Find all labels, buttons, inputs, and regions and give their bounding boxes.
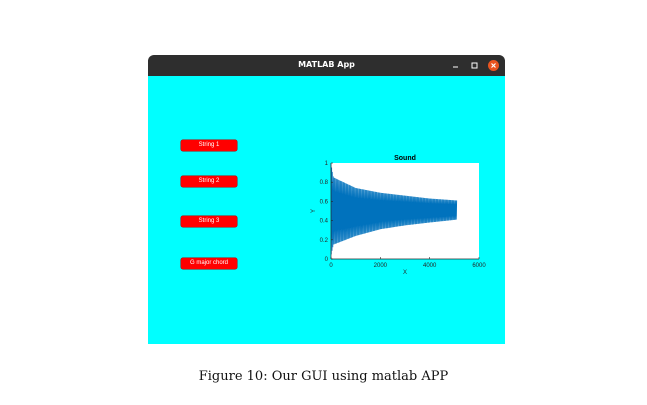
x-axis-label: X xyxy=(403,270,407,276)
figure-caption: Figure 10: Our GUI using matlab APP xyxy=(198,369,449,384)
maximize-button[interactable] xyxy=(469,60,480,71)
close-icon xyxy=(491,63,496,68)
sound-plot[interactable]: 0 2000 4000 6000 0 0.2 0.4 0.6 0.8 1 Sound X Y xyxy=(298,146,488,286)
x-tick-label: 2000 xyxy=(374,263,388,269)
y-tick-label: 0.2 xyxy=(320,238,329,244)
x-tick-label: 0 xyxy=(329,263,333,269)
app-canvas: String 1 String 2 String 3 G major chord… xyxy=(148,76,505,344)
title-bar[interactable]: MATLAB App xyxy=(148,55,505,76)
y-tick-label: 0 xyxy=(325,257,329,263)
signal-line xyxy=(330,162,458,255)
g-major-chord-button[interactable]: G major chord xyxy=(181,258,237,269)
x-tick-label: 4000 xyxy=(423,263,437,269)
y-axis-label: Y xyxy=(311,209,317,213)
y-tick-label: 0.4 xyxy=(320,219,329,225)
string-2-button[interactable]: String 2 xyxy=(181,176,237,187)
window-title: MATLAB App xyxy=(298,60,355,69)
string-3-button[interactable]: String 3 xyxy=(181,216,237,227)
y-tick-label: 0.8 xyxy=(320,180,329,186)
matlab-app-window: MATLAB App String 1 String 2 String 3 G … xyxy=(148,55,505,344)
x-tick-label: 6000 xyxy=(472,263,486,269)
y-tick-label: 0.6 xyxy=(320,199,329,205)
minimize-button[interactable] xyxy=(450,60,461,71)
y-tick-label: 1 xyxy=(325,161,329,167)
close-button[interactable] xyxy=(488,60,499,71)
string-1-button[interactable]: String 1 xyxy=(181,140,237,151)
minimize-icon xyxy=(453,66,458,68)
plot-svg: 0 2000 4000 6000 0 0.2 0.4 0.6 0.8 1 Sound X Y xyxy=(311,155,486,276)
maximize-icon xyxy=(471,62,478,69)
plot-title: Sound xyxy=(394,155,416,162)
